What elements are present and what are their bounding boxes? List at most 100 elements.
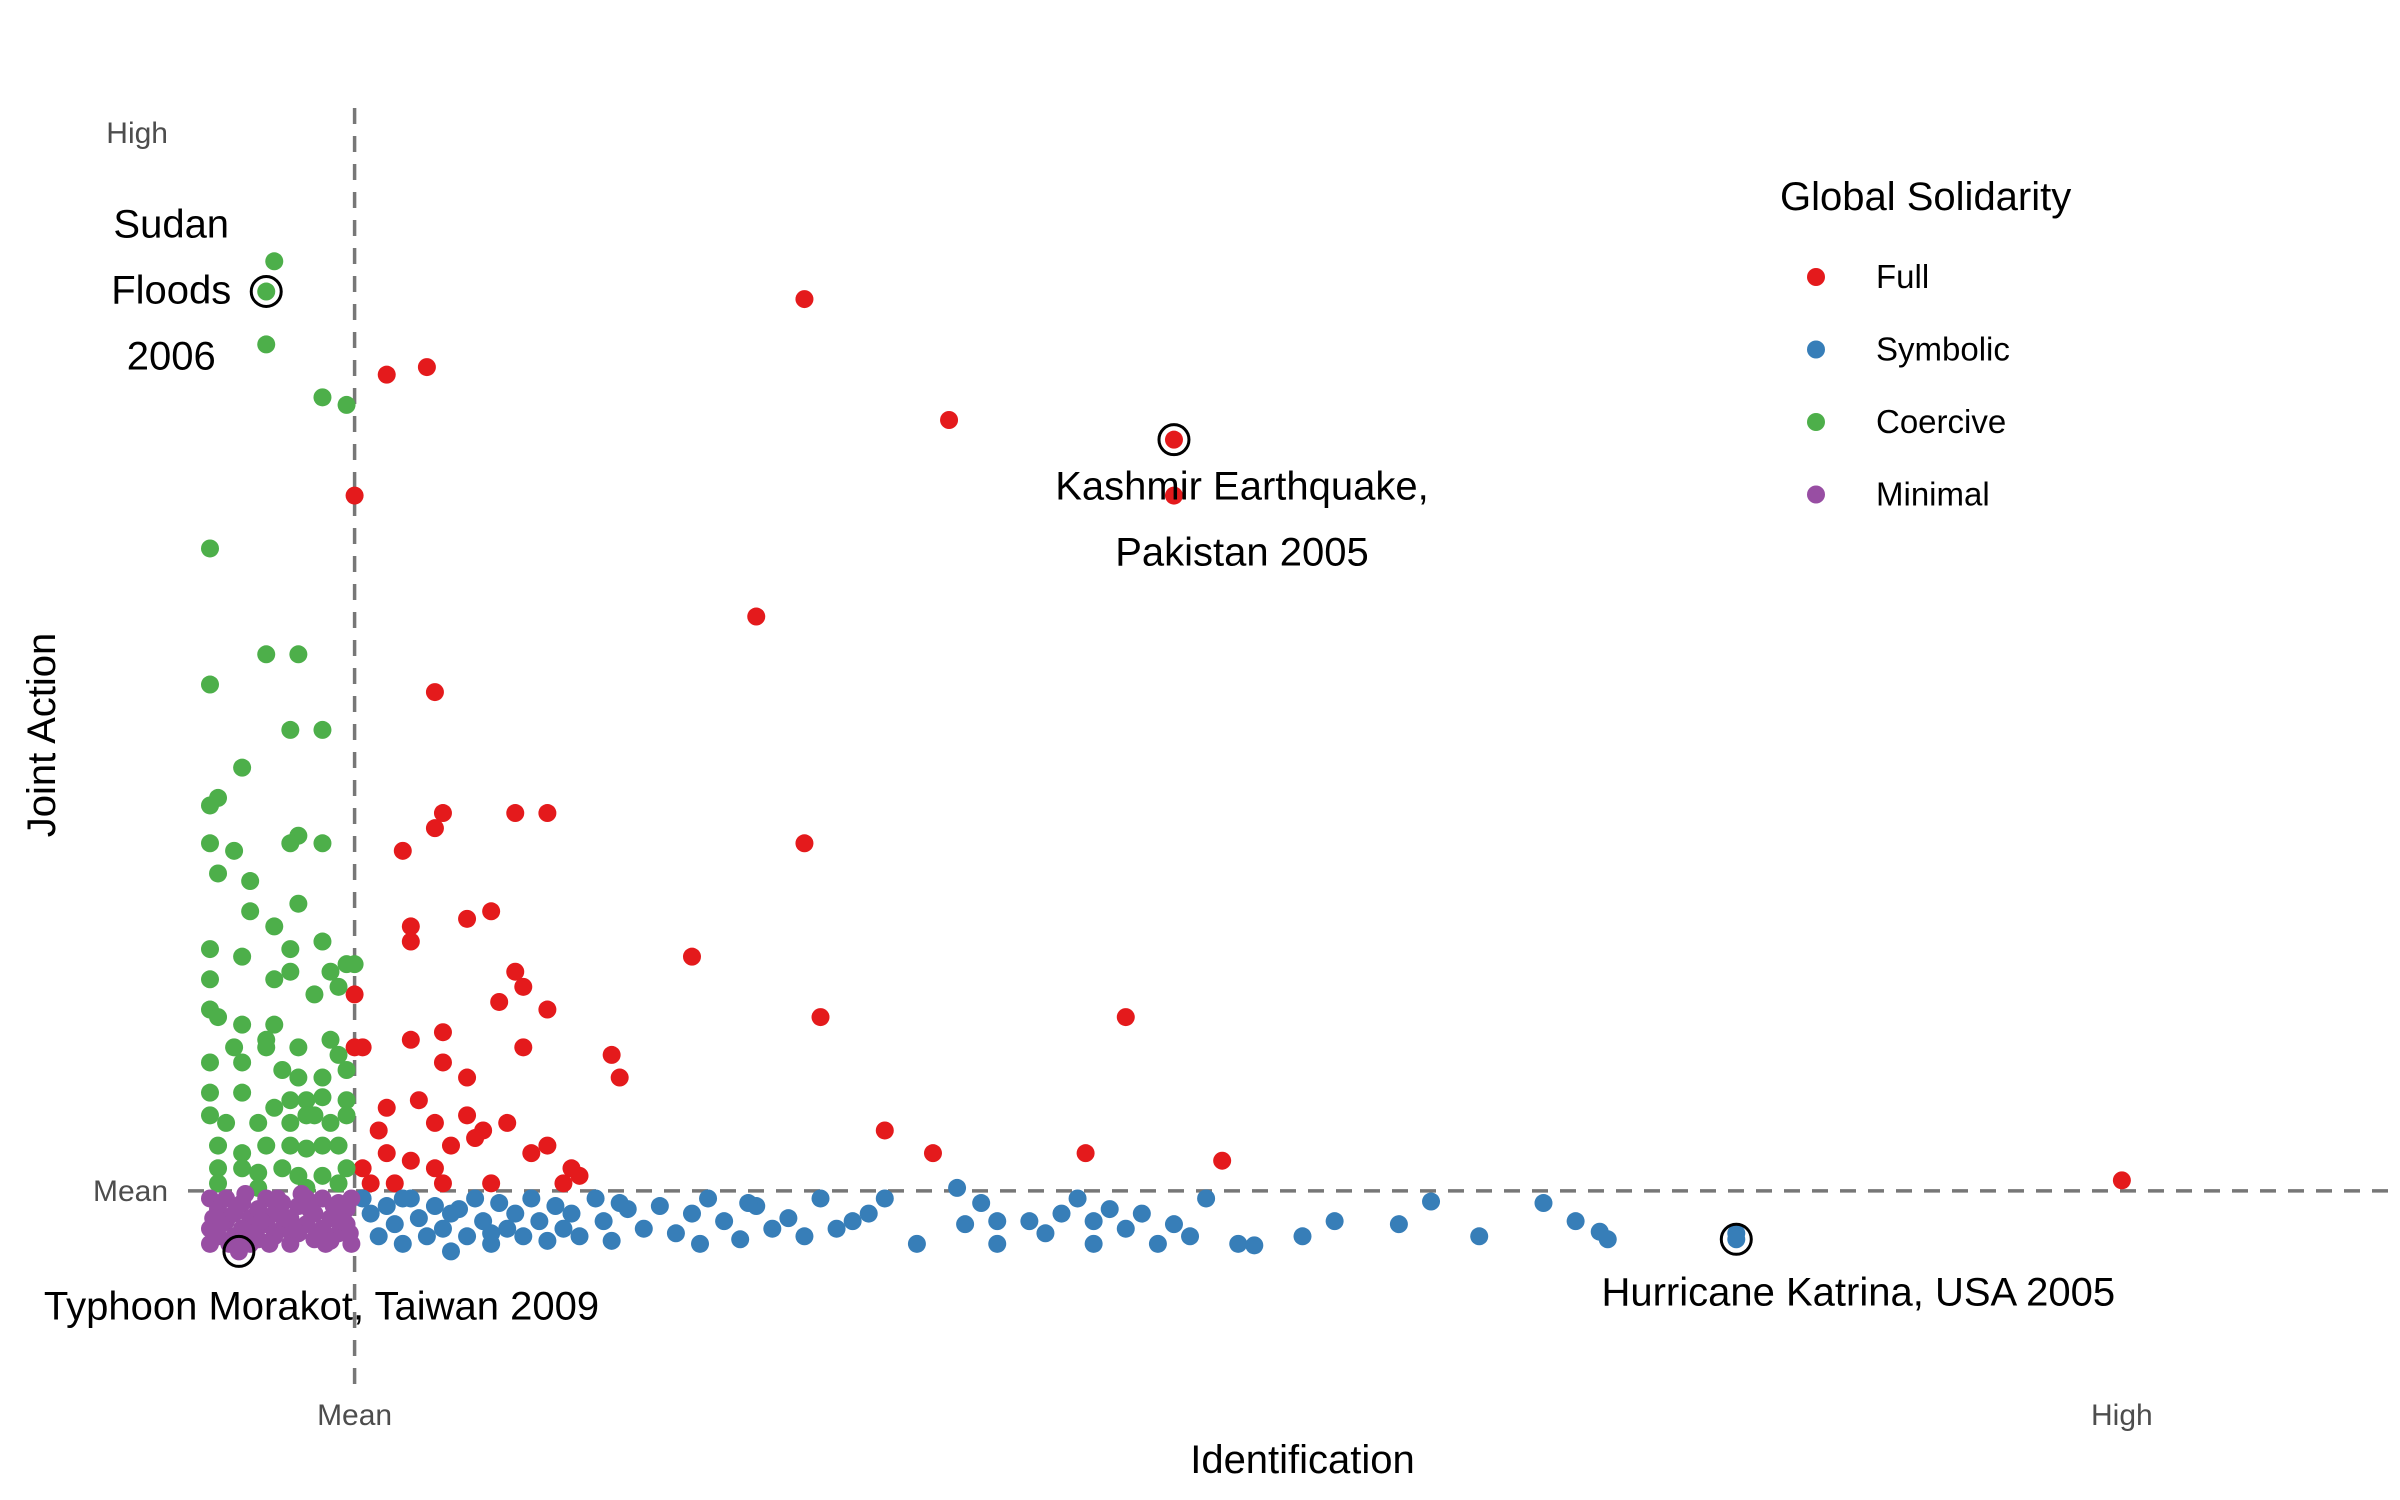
data-point-symbolic (779, 1209, 798, 1228)
data-point-coercive (201, 940, 219, 959)
data-point-coercive (337, 1106, 356, 1125)
data-point-symbolic (602, 1231, 621, 1250)
data-point-coercive (281, 834, 300, 853)
data-point-coercive (249, 1113, 268, 1132)
data-point-symbolic (506, 1204, 525, 1223)
highlight-point (1164, 430, 1183, 449)
data-point-symbolic (1116, 1219, 1135, 1238)
data-point-symbolic (1534, 1194, 1553, 1213)
data-point-symbolic (546, 1197, 565, 1216)
data-point-symbolic (482, 1224, 501, 1243)
data-point-coercive (313, 388, 332, 407)
data-point-coercive (281, 1113, 300, 1132)
data-point-full (377, 1098, 396, 1117)
data-point-symbolic (466, 1189, 485, 1208)
data-point-symbolic (763, 1219, 782, 1238)
data-point-coercive (265, 252, 284, 271)
data-point-coercive (337, 1091, 356, 1110)
data-point-coercive (321, 962, 340, 981)
data-point-coercive (201, 970, 219, 989)
data-point-symbolic (988, 1212, 1007, 1231)
data-point-coercive (209, 1008, 228, 1027)
data-point-symbolic (1084, 1234, 1103, 1253)
data-point-coercive (281, 940, 300, 959)
data-point-coercive (329, 977, 348, 996)
data-point-symbolic (1422, 1192, 1441, 1211)
data-point-minimal (342, 1189, 361, 1208)
data-point-symbolic (1132, 1204, 1151, 1223)
data-point-coercive (257, 335, 276, 354)
data-point-full (538, 1136, 557, 1155)
data-point-coercive (345, 955, 364, 974)
data-point-minimal (268, 1189, 287, 1208)
data-point-coercive (265, 1015, 284, 1034)
data-point-full (425, 683, 444, 702)
data-point-full (401, 1030, 420, 1049)
data-point-symbolic (1245, 1236, 1264, 1255)
y-axis-title: Joint Action (20, 633, 64, 838)
annotation-label: Sudan (113, 203, 229, 247)
data-point-coercive (241, 902, 260, 921)
data-point-symbolic (843, 1212, 862, 1231)
data-point-coercive (201, 539, 219, 558)
data-point-symbolic (948, 1178, 967, 1197)
data-point-coercive (201, 1106, 219, 1125)
data-point-full (570, 1166, 589, 1185)
data-point-full (425, 1159, 444, 1178)
data-point-symbolic (458, 1227, 477, 1246)
data-point-coercive (233, 1053, 252, 1072)
data-point-coercive (225, 1038, 244, 1057)
data-point-full (458, 1106, 477, 1125)
data-point-symbolic (691, 1234, 710, 1253)
highlight-point (257, 282, 276, 301)
data-point-coercive (297, 1139, 316, 1158)
data-point-symbolic (731, 1230, 750, 1249)
annotation-label: Hurricane Katrina, USA 2005 (1601, 1270, 2115, 1314)
data-point-full (490, 992, 509, 1011)
data-point-symbolic (369, 1227, 388, 1246)
data-point-full (409, 1091, 428, 1110)
data-point-full (1076, 1144, 1095, 1163)
data-point-full (441, 1136, 460, 1155)
data-point-full (811, 1008, 830, 1027)
data-point-symbolic (1197, 1189, 1216, 1208)
data-point-coercive (209, 1136, 228, 1155)
annotation-label: 2006 (127, 335, 216, 379)
data-point-symbolic (1566, 1212, 1585, 1231)
data-point-symbolic (385, 1215, 404, 1234)
data-point-coercive (233, 947, 252, 966)
data-point-coercive (233, 1144, 252, 1163)
data-point-coercive (281, 962, 300, 981)
data-point-symbolic (739, 1194, 758, 1213)
data-point-minimal (308, 1227, 327, 1246)
data-point-coercive (313, 1136, 332, 1155)
data-point-coercive (257, 1136, 276, 1155)
data-point-full (458, 909, 477, 928)
data-point-coercive (209, 1174, 228, 1193)
data-point-symbolic (715, 1212, 734, 1231)
data-point-full (940, 411, 959, 429)
data-point-symbolic (490, 1194, 509, 1213)
highlight-ring (1719, 1222, 1753, 1256)
data-point-full (433, 804, 452, 823)
data-point-symbolic (1470, 1227, 1489, 1246)
legend-label: Symbolic (1876, 331, 2010, 368)
data-point-symbolic (650, 1197, 669, 1216)
annotation-label: Kashmir Earthquake, (1055, 465, 1429, 509)
data-point-full (875, 1121, 894, 1140)
data-point-symbolic (956, 1215, 975, 1234)
data-point-minimal (276, 1209, 295, 1228)
data-point-symbolic (1325, 1212, 1344, 1231)
data-point-full (514, 977, 533, 996)
data-point-symbolic (634, 1219, 653, 1238)
data-point-full (377, 365, 396, 384)
annotation-label: Floods (111, 269, 231, 313)
data-point-full (498, 1113, 517, 1132)
data-point-symbolic (562, 1204, 581, 1223)
data-point-full (522, 1144, 541, 1163)
data-point-symbolic (972, 1194, 991, 1213)
data-point-symbolic (570, 1227, 589, 1246)
data-point-full (538, 804, 557, 823)
data-point-full (433, 1023, 452, 1042)
